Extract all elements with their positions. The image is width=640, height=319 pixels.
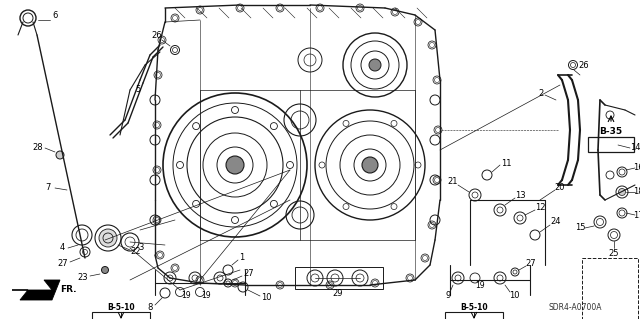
Text: 19: 19 <box>201 291 211 300</box>
Text: B-5-10: B-5-10 <box>107 302 135 311</box>
Text: 10: 10 <box>260 293 271 302</box>
Bar <box>92 312 150 319</box>
Bar <box>582 258 638 319</box>
Text: 14: 14 <box>630 144 640 152</box>
Text: 17: 17 <box>633 211 640 219</box>
Circle shape <box>226 156 244 174</box>
Circle shape <box>369 59 381 71</box>
Text: 23: 23 <box>77 272 88 281</box>
Circle shape <box>362 157 378 173</box>
Text: 16: 16 <box>633 164 640 173</box>
Text: SDR4-A0700A: SDR4-A0700A <box>548 303 602 313</box>
Text: 1: 1 <box>239 254 244 263</box>
Text: 11: 11 <box>500 159 511 167</box>
Text: 9: 9 <box>445 292 451 300</box>
Text: 26: 26 <box>152 31 163 40</box>
Circle shape <box>99 229 117 247</box>
Text: 25: 25 <box>609 249 620 257</box>
Text: 7: 7 <box>45 183 51 192</box>
Text: FR.: FR. <box>60 285 76 293</box>
Text: 20: 20 <box>555 183 565 192</box>
Text: 5: 5 <box>136 85 141 94</box>
Text: 27: 27 <box>58 258 68 268</box>
Bar <box>588 137 634 152</box>
Text: 12: 12 <box>535 204 545 212</box>
Text: 6: 6 <box>52 11 58 20</box>
Text: 22: 22 <box>131 248 141 256</box>
Text: 27: 27 <box>525 258 536 268</box>
Text: 29: 29 <box>333 290 343 299</box>
Text: 24: 24 <box>551 218 561 226</box>
Text: 8: 8 <box>147 302 153 311</box>
Bar <box>295 267 383 289</box>
Text: 28: 28 <box>33 143 44 152</box>
Circle shape <box>56 151 64 159</box>
Bar <box>445 312 503 319</box>
Text: 10: 10 <box>509 292 519 300</box>
Text: 27: 27 <box>244 270 254 278</box>
Circle shape <box>618 189 625 196</box>
Text: 26: 26 <box>579 61 589 70</box>
Text: 19: 19 <box>181 291 191 300</box>
Text: 3: 3 <box>138 242 143 251</box>
Text: 18: 18 <box>633 188 640 197</box>
Text: B-35: B-35 <box>600 127 623 136</box>
Text: 13: 13 <box>515 190 525 199</box>
Text: 19: 19 <box>475 280 485 290</box>
Text: 21: 21 <box>448 177 458 187</box>
Text: B-5-10: B-5-10 <box>460 302 488 311</box>
Polygon shape <box>12 280 60 300</box>
Text: 2: 2 <box>538 88 543 98</box>
Text: 15: 15 <box>575 224 585 233</box>
Text: 4: 4 <box>60 243 65 253</box>
Circle shape <box>102 266 109 273</box>
